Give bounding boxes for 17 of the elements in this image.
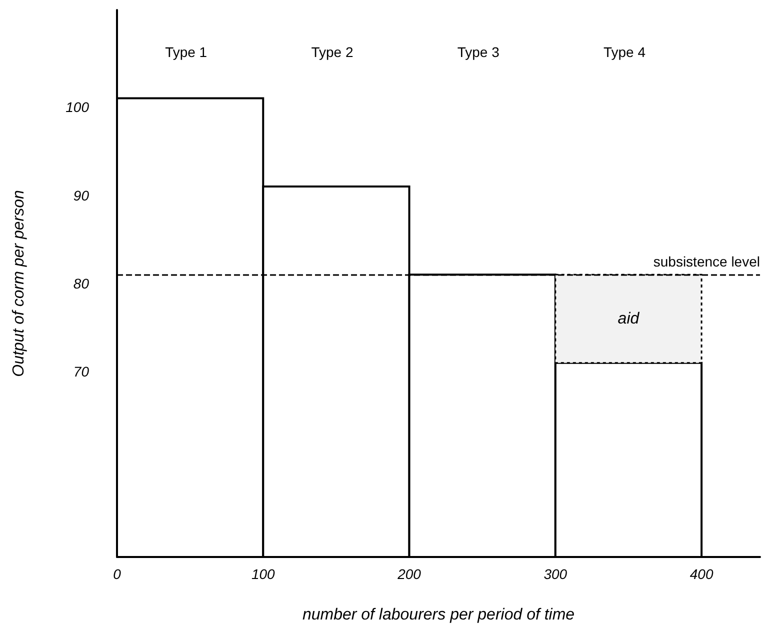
- y-tick-label: 70: [73, 364, 90, 380]
- y-tick-label: 100: [66, 99, 90, 116]
- x-axis-title: number of labourers per period of time: [302, 606, 575, 624]
- annotation: Type 4: [603, 44, 646, 60]
- x-tick-label: 400: [690, 566, 714, 582]
- x-tick-label: 300: [544, 566, 568, 582]
- x-tick-label: 200: [396, 566, 422, 582]
- x-tick-label: 100: [251, 566, 276, 582]
- annotation: Type 3: [457, 44, 500, 60]
- x-tick-label: 0: [113, 566, 122, 582]
- annotation: Type 1: [165, 44, 208, 60]
- y-tick-label: 90: [73, 187, 90, 204]
- ref-line-label: subsistence level: [653, 254, 760, 270]
- y-tick-label: 80: [73, 276, 90, 292]
- y-axis-title: Output of corm per person: [10, 190, 28, 377]
- annotation: Type 2: [311, 44, 354, 60]
- series-label: aid: [618, 310, 640, 328]
